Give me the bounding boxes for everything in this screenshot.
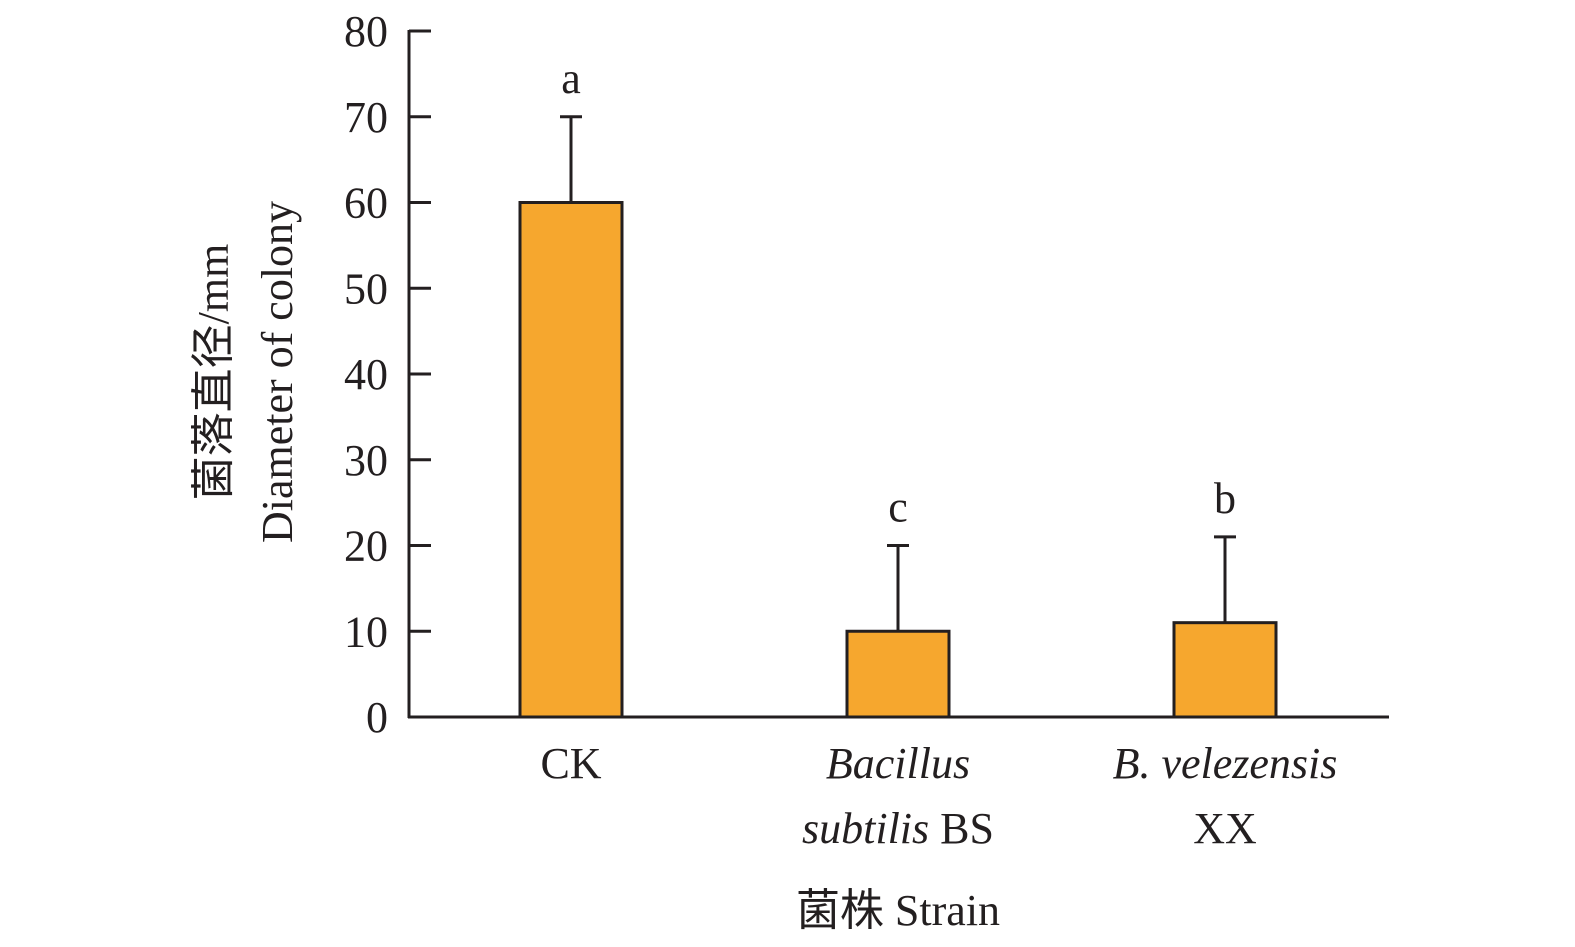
y-tick-label: 30 — [344, 436, 388, 485]
x-tick-label: subtilis BS — [802, 804, 994, 853]
x-tick-label: CK — [540, 739, 601, 788]
y-tick-label: 80 — [344, 7, 388, 56]
x-tick-labels-group: CK Bacillus subtilis BS B. velezensis XX — [540, 739, 1337, 853]
x-tick-label: B. velezensis — [1113, 739, 1338, 788]
x-tick-label-part: subtilis — [802, 804, 929, 853]
significance-letter: b — [1214, 474, 1236, 523]
y-tick-label: 0 — [366, 693, 388, 742]
bar-bacillus-subtilis-bs — [845, 629, 951, 719]
bar-b-velezensis-xx — [1172, 621, 1278, 719]
x-tick-label: XX — [1193, 804, 1257, 853]
y-tick-label: 10 — [344, 607, 388, 656]
bars-group: a c b — [518, 54, 1278, 719]
y-tick-label: 60 — [344, 179, 388, 228]
x-tick-label-part: Bacillus — [826, 739, 970, 788]
y-tick-label: 50 — [344, 264, 388, 313]
y-tick-label: 40 — [344, 350, 388, 399]
significance-letter: c — [888, 483, 908, 532]
y-axis-label-zh: 菌落直径/mm — [189, 244, 238, 501]
x-tick-label-part: CK — [540, 739, 601, 788]
y-tick-label: 70 — [344, 93, 388, 142]
x-tick-label-part: BS — [929, 804, 994, 853]
bar-ck — [518, 201, 624, 719]
x-tick-label-part: B. velezensis — [1113, 739, 1338, 788]
x-tick-label: Bacillus — [826, 739, 970, 788]
y-ticks-group: 0 10 20 30 40 50 60 70 80 — [344, 7, 431, 742]
y-tick-label: 20 — [344, 522, 388, 571]
x-tick-label-part: XX — [1193, 804, 1257, 853]
significance-letter: a — [561, 54, 581, 103]
y-axis-label-en: Diameter of colony — [253, 201, 302, 543]
x-axis-label: 菌株 Strain — [796, 886, 1000, 935]
